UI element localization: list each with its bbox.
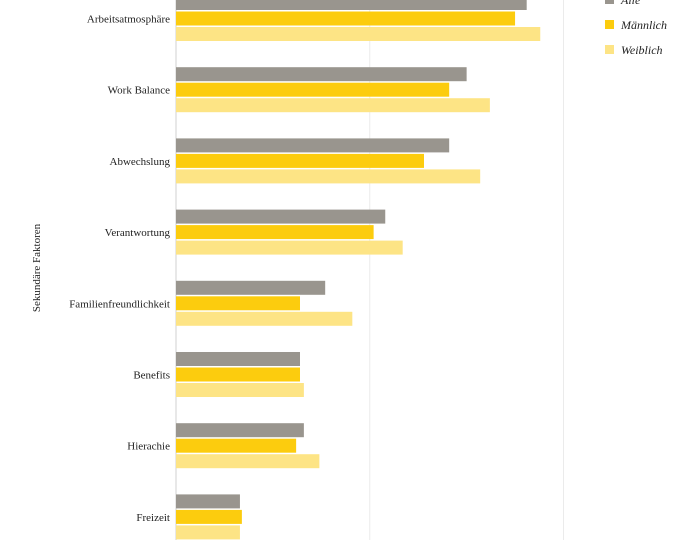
bar	[176, 509, 242, 524]
bar	[176, 423, 304, 438]
bar	[176, 0, 527, 10]
bar	[176, 240, 403, 255]
bar	[176, 27, 541, 41]
y-axis-label: Sekundäre Faktoren	[31, 223, 43, 312]
category-label: Work Balance	[108, 85, 170, 97]
bar	[176, 67, 467, 82]
bar	[176, 438, 297, 453]
bar	[176, 138, 450, 153]
category-label: Familienfreundlichkeit	[69, 298, 170, 310]
bar	[176, 367, 300, 382]
legend-label: Alle	[620, 0, 641, 7]
bar	[176, 169, 481, 184]
bar	[176, 209, 386, 224]
bar	[176, 352, 300, 366]
bar	[176, 153, 424, 168]
legend-swatch	[605, 45, 614, 54]
legend-swatch	[605, 0, 614, 4]
category-label: Verantwortung	[105, 227, 171, 239]
legend-label: Männlich	[620, 18, 667, 32]
bar	[176, 280, 326, 295]
category-label: Benefits	[133, 370, 170, 382]
bar	[176, 494, 240, 509]
bar	[176, 454, 320, 469]
category-label: Arbeitsatmosphäre	[87, 14, 170, 26]
bar	[176, 225, 374, 240]
bar	[176, 383, 304, 397]
category-label: Abwechslung	[110, 156, 171, 168]
bars-group	[176, 0, 541, 540]
legend-label: Weiblich	[621, 43, 663, 57]
bar	[176, 296, 300, 311]
bar	[176, 525, 240, 540]
legend[interactable]: Alle Männlich Weiblich	[605, 0, 667, 57]
bar	[176, 311, 353, 326]
category-labels: Arbeitsatmosphäre Work Balance Abwechslung…	[69, 14, 170, 524]
bar	[176, 82, 450, 97]
category-label: Hierachie	[127, 441, 170, 453]
bar	[176, 98, 490, 113]
bar	[176, 11, 516, 26]
category-label: Freizeit	[136, 512, 170, 524]
legend-swatch	[605, 20, 614, 29]
